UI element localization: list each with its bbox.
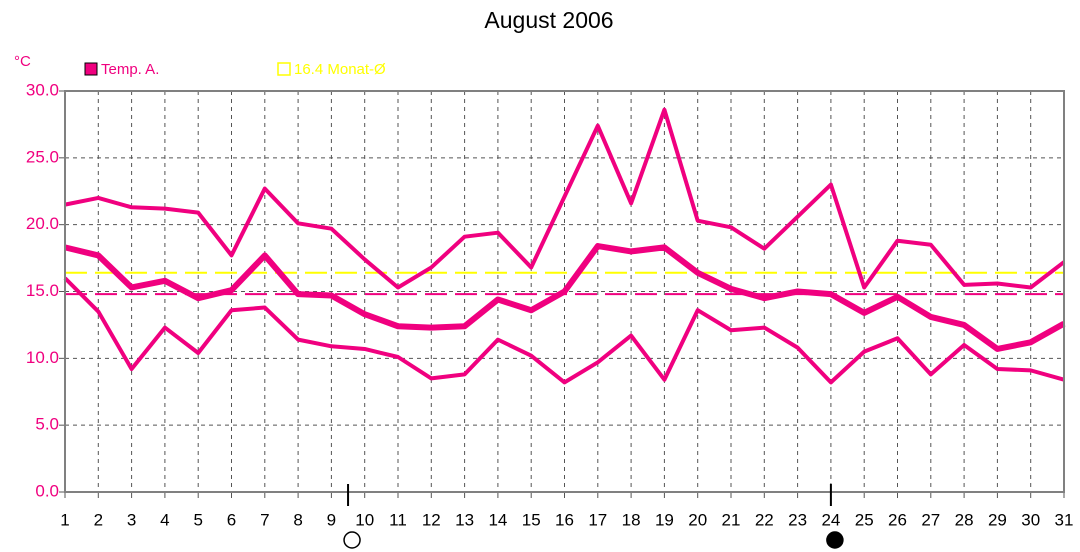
y-unit: °C [14, 53, 31, 70]
series-line [63, 276, 1065, 385]
x-tick-label: 24 [821, 510, 840, 529]
x-tick-label: 14 [488, 510, 507, 529]
x-tick-label: 1 [60, 510, 69, 529]
x-tick-label: 28 [955, 510, 974, 529]
x-tick-label: 3 [127, 510, 136, 529]
x-tick-label: 6 [227, 510, 236, 529]
moon-marker [826, 531, 844, 549]
x-tick-label: 12 [422, 510, 441, 529]
x-tick-label: 29 [988, 510, 1007, 529]
y-tick-label: 20.0 [26, 214, 59, 233]
x-tick-label: 30 [1021, 510, 1040, 529]
series-line [64, 243, 1066, 352]
x-tick-label: 10 [355, 510, 374, 529]
legend-label: Temp. A. [101, 61, 159, 78]
x-tick-label: 26 [888, 510, 907, 529]
x-tick-label: 11 [389, 510, 407, 529]
x-tick-label: 31 [1055, 510, 1074, 529]
x-tick-label: 27 [921, 510, 940, 529]
x-tick-label: 22 [755, 510, 774, 529]
x-tick-label: 16 [555, 510, 574, 529]
x-tick-label: 17 [588, 510, 607, 529]
x-tick-label: 23 [788, 510, 807, 529]
y-tick-label: 0.0 [35, 481, 59, 500]
x-tick-label: 2 [94, 510, 103, 529]
plot-frame [64, 90, 1065, 493]
x-tick-label: 7 [260, 510, 269, 529]
x-tick-label: 20 [688, 510, 707, 529]
x-tick-label: 25 [855, 510, 874, 529]
y-tick-label: 30.0 [26, 80, 59, 99]
y-tick-label: 15.0 [26, 281, 59, 300]
x-tick-label: 8 [293, 510, 302, 529]
legend-swatch [84, 62, 98, 76]
x-tick-label: 19 [655, 510, 674, 529]
y-tick-label: 25.0 [26, 147, 59, 166]
legend-swatch [277, 62, 291, 76]
moon-marker [343, 531, 361, 549]
chart-title: August 2006 [484, 7, 613, 33]
series-line [64, 107, 1066, 290]
y-tick-label: 5.0 [35, 415, 59, 434]
x-tick-label: 5 [193, 510, 202, 529]
x-tick-label: 13 [455, 510, 474, 529]
x-tick-label: 21 [722, 510, 741, 529]
x-tick-label: 18 [622, 510, 641, 529]
x-tick-label: 15 [522, 510, 541, 529]
y-tick-label: 10.0 [26, 348, 59, 367]
x-tick-label: 9 [327, 510, 336, 529]
x-tick-label: 4 [160, 510, 169, 529]
legend-label: 16.4 Monat-Ø [294, 61, 386, 78]
